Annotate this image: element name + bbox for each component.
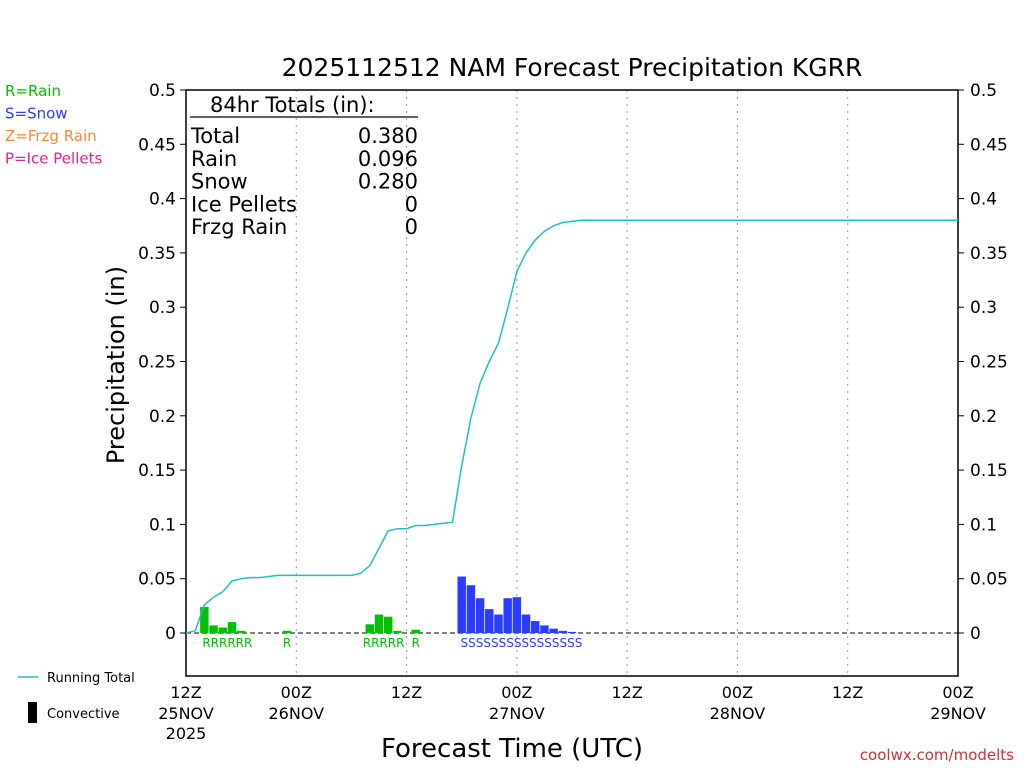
bar-snow-3 — [485, 609, 494, 633]
x-tick-time-3: 00Z — [501, 683, 532, 702]
bar-snow-4 — [494, 614, 503, 633]
y-tick-label-left-5: 0.25 — [138, 353, 176, 373]
bar-rain-9 — [393, 630, 402, 633]
totals-value-3: 0 — [405, 192, 418, 216]
bar-snow-12 — [567, 631, 577, 633]
y-tick-label-right-9: 0.45 — [970, 135, 1008, 155]
totals-label-4: Frzg Rain — [191, 215, 287, 239]
totals-value-2: 0.280 — [358, 170, 418, 194]
totals-value-0: 0.380 — [358, 124, 418, 148]
running-total-legend-label: Running Total — [47, 671, 135, 686]
x-axis-label: Forecast Time (UTC) — [381, 734, 643, 764]
totals-heading: 84hr Totals (in): — [210, 93, 375, 117]
x-tick-year-0: 2025 — [166, 724, 207, 743]
bar-snow-1 — [466, 585, 476, 633]
type-code-4: SSSSSSSSSSSSSSSS — [461, 636, 583, 650]
type-code-0: RRRRRR — [202, 636, 252, 650]
bottom-legend: Running Total Convective — [18, 671, 135, 723]
x-tick-date-1: 26NOV — [268, 704, 324, 723]
totals-label-0: Total — [190, 124, 240, 148]
y-tick-label-right-10: 0.5 — [970, 81, 997, 101]
bar-snow-8 — [531, 621, 540, 633]
y-tick-label-right-3: 0.15 — [970, 461, 1008, 481]
x-tick-date-5: 28NOV — [710, 704, 766, 723]
y-tick-label-left-2: 0.1 — [149, 515, 176, 535]
credit-text: coolwx.com/modelts — [860, 746, 1014, 764]
totals-label-3: Ice Pellets — [191, 192, 297, 216]
y-tick-label-left-7: 0.35 — [138, 244, 176, 264]
bar-rain-7 — [374, 614, 384, 633]
convective-legend-label: Convective — [47, 707, 120, 722]
plot-frame — [185, 89, 959, 677]
x-tick-date-0: 25NOV — [158, 704, 214, 723]
totals-value-4: 0 — [405, 215, 418, 239]
totals-label-1: Rain — [191, 147, 237, 171]
bar-snow-11 — [558, 630, 568, 633]
type-code-2: RRRRR — [363, 636, 405, 650]
bar-rain-8 — [383, 616, 393, 633]
x-tick-date-7: 29NOV — [930, 704, 986, 723]
y-tick-label-right-7: 0.35 — [970, 244, 1008, 264]
y-axis-ticks: 0 00.05 0.050.1 0.10.15 0.150.2 0.20.25 0.250.… — [138, 81, 1008, 644]
bar-snow-9 — [540, 625, 549, 633]
y-tick-label-left-3: 0.15 — [138, 461, 176, 481]
y-axis-label: Precipitation (in) — [102, 266, 130, 464]
precip-type-legend: R=Rain S=Snow Z=Frzg Rain P=Ice Pellets — [5, 82, 102, 168]
bar-rain-5 — [282, 630, 292, 633]
x-tick-time-0: 12Z — [170, 683, 201, 702]
totals-value-1: 0.096 — [358, 147, 418, 171]
x-tick-date-3: 27NOV — [489, 704, 545, 723]
y-tick-label-right-6: 0.3 — [970, 298, 997, 318]
running-total-line — [185, 219, 958, 634]
y-tick-label-left-1: 0.05 — [138, 570, 176, 590]
x-tick-time-7: 00Z — [942, 683, 973, 702]
type-code-3: R — [412, 636, 420, 650]
y-tick-label-right-4: 0.2 — [970, 407, 997, 427]
y-tick-label-left-6: 0.3 — [149, 298, 176, 318]
y-tick-label-left-10: 0.5 — [149, 81, 176, 101]
totals-box: 84hr Totals (in): Total 0.380 Rain 0.096 Sno… — [190, 93, 418, 239]
x-tick-time-5: 00Z — [722, 683, 753, 702]
x-tick-time-6: 12Z — [832, 683, 863, 702]
y-tick-label-left-0: 0 — [165, 624, 176, 644]
convective-swatch — [28, 702, 37, 723]
y-tick-label-right-2: 0.1 — [970, 515, 997, 535]
x-tick-time-2: 12Z — [391, 683, 422, 702]
x-tick-time-1: 00Z — [281, 683, 312, 702]
bar-rain-6 — [365, 624, 375, 633]
x-tick-time-4: 12Z — [611, 683, 642, 702]
bar-snow-6 — [512, 597, 522, 633]
bar-snow-10 — [549, 628, 558, 633]
bar-rain-4 — [236, 630, 246, 633]
bar-rain-0 — [200, 606, 209, 633]
bar-snow-2 — [475, 598, 485, 633]
legend-type-0: R=Rain — [5, 82, 61, 100]
y-tick-label-left-9: 0.45 — [138, 135, 176, 155]
bar-rain-2 — [218, 627, 227, 633]
type-code-1: R — [283, 636, 291, 650]
precip-bars — [200, 576, 577, 633]
y-tick-label-left-8: 0.4 — [149, 190, 176, 210]
legend-type-3: P=Ice Pellets — [5, 150, 102, 168]
y-tick-label-right-8: 0.4 — [970, 190, 997, 210]
totals-label-2: Snow — [191, 170, 248, 194]
bar-snow-5 — [503, 598, 512, 633]
precip-type-codes: RRRRRR R RRRRR R SSSSSSSSSSSSSSSS — [202, 636, 582, 650]
bar-rain-3 — [227, 622, 237, 633]
bar-snow-0 — [457, 576, 466, 633]
bar-rain-10 — [411, 629, 420, 633]
chart-title: 2025112512 NAM Forecast Precipitation KG… — [282, 53, 863, 82]
legend-type-2: Z=Frzg Rain — [5, 127, 97, 145]
legend-type-1: S=Snow — [5, 105, 68, 123]
bar-snow-7 — [521, 614, 531, 633]
y-tick-label-right-5: 0.25 — [970, 353, 1008, 373]
y-tick-label-right-0: 0 — [970, 624, 981, 644]
y-tick-label-left-4: 0.2 — [149, 407, 176, 427]
bar-rain-1 — [209, 625, 218, 633]
y-tick-label-right-1: 0.05 — [970, 570, 1008, 590]
